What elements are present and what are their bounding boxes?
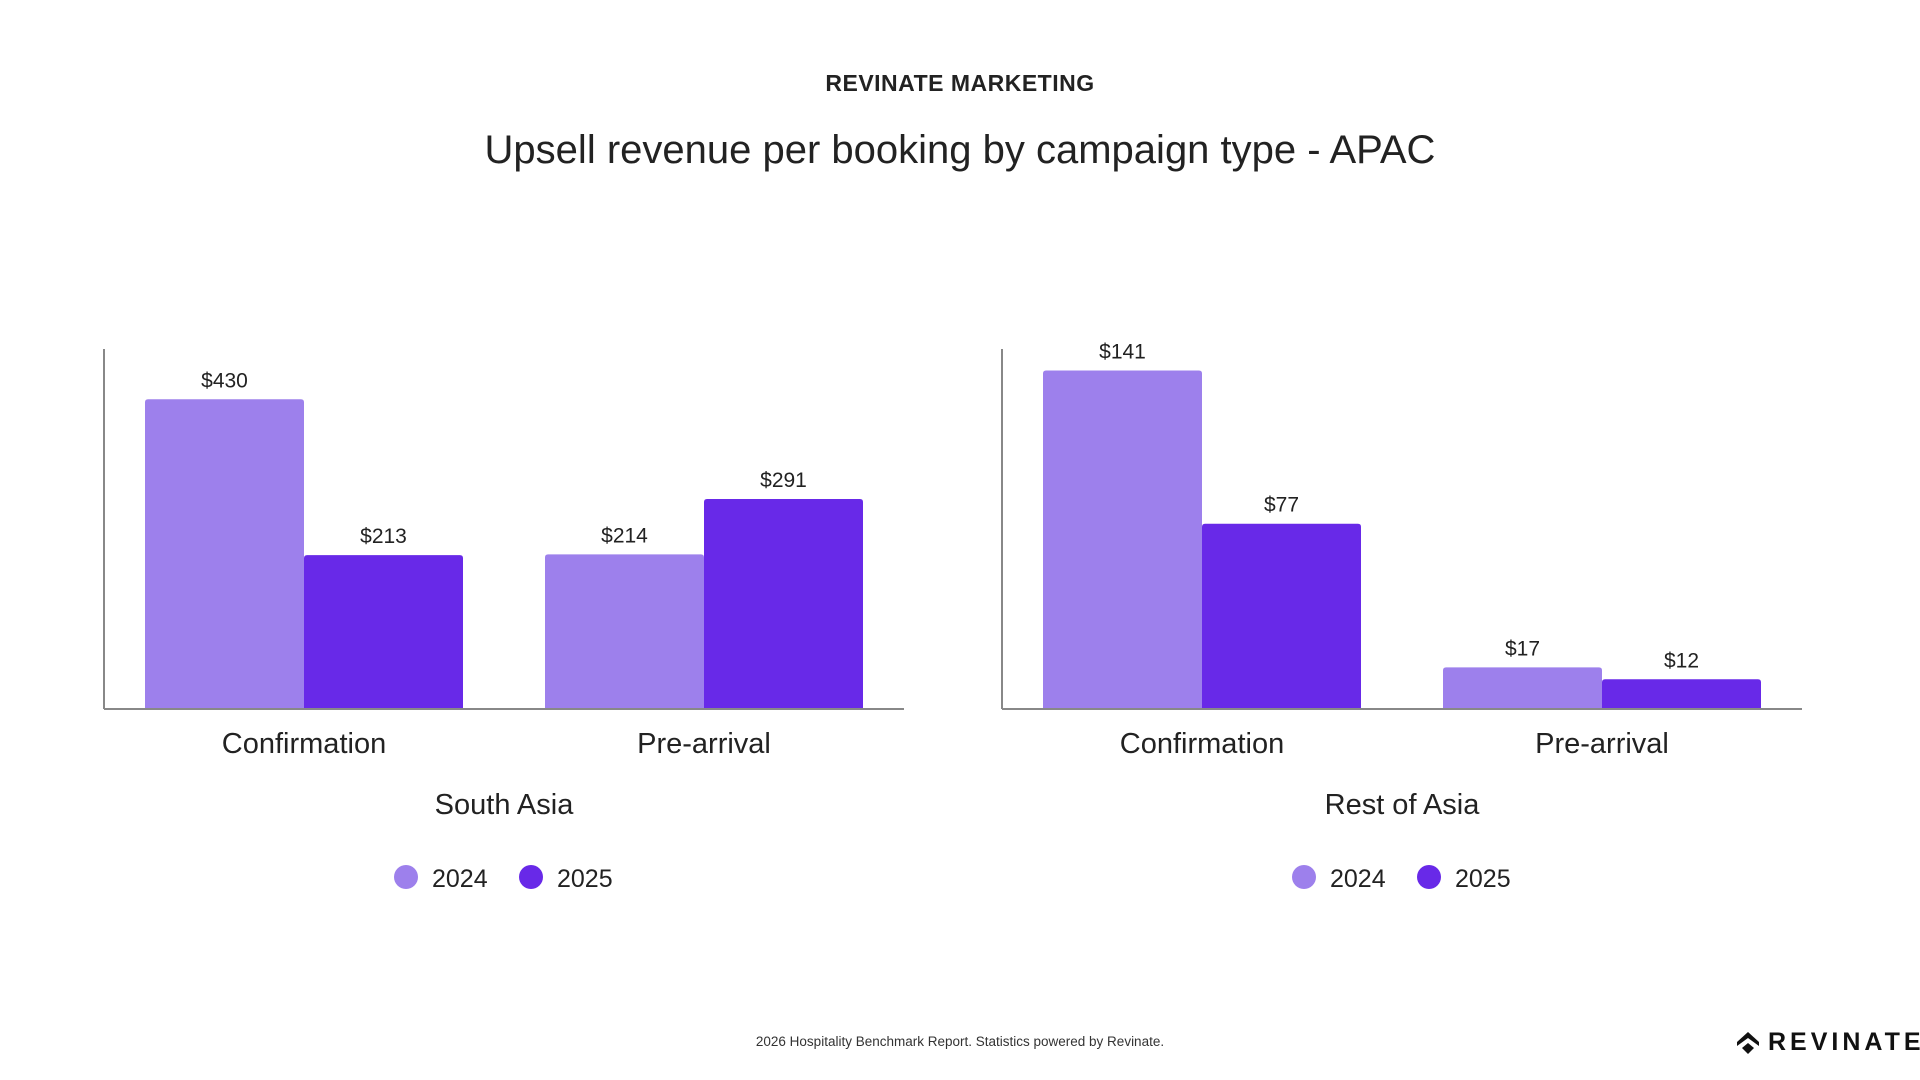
bar-pre-arrival-2024: [545, 554, 704, 708]
data-label: $213: [360, 525, 407, 548]
data-label: $430: [201, 369, 248, 392]
revinate-logo: REVINATE: [1736, 1028, 1920, 1057]
bar-confirmation-2025: [304, 555, 463, 708]
bar-confirmation-2024: [145, 399, 304, 708]
revinate-logo-text: REVINATE: [1768, 1028, 1920, 1056]
footer-text: 2026 Hospitality Benchmark Report. Stati…: [755, 1034, 1165, 1049]
bar-pre-arrival-2025: [1602, 679, 1761, 708]
bar-confirmation-2025: [1202, 523, 1361, 708]
chart-title: Upsell revenue per booking by campaign t…: [484, 128, 1436, 172]
legend-swatch-2025: [519, 865, 543, 889]
category-label: Pre-arrival: [1535, 728, 1669, 760]
legend-label-2024: 2024: [1330, 865, 1386, 893]
data-label: $291: [760, 469, 807, 492]
report-kicker: REVINATE MARKETING: [825, 70, 1095, 96]
legend-swatch-2024: [1292, 865, 1316, 889]
data-label: $214: [601, 524, 648, 547]
category-label: Confirmation: [222, 728, 386, 760]
category-label: Confirmation: [1120, 728, 1284, 760]
region-title: South Asia: [435, 789, 575, 821]
legend-swatch-2025: [1417, 865, 1441, 889]
bar-pre-arrival-2024: [1443, 667, 1602, 708]
data-label: $12: [1664, 649, 1699, 672]
charts-canvas: $430 $213 Confirmation $214 $291 Pre-arrival S…: [103, 341, 1802, 893]
data-label: $17: [1505, 637, 1540, 660]
data-label: $77: [1264, 494, 1299, 517]
legend-label-2025: 2025: [557, 865, 613, 893]
revinate-logo-icon: [1737, 1031, 1759, 1054]
region-title: Rest of Asia: [1325, 789, 1481, 821]
bar-pre-arrival-2025: [704, 499, 863, 708]
legend-swatch-2024: [394, 865, 418, 889]
data-label: $141: [1099, 341, 1146, 364]
legend-label-2025: 2025: [1455, 865, 1511, 893]
bar-confirmation-2024: [1043, 370, 1202, 708]
category-label: Pre-arrival: [637, 728, 771, 760]
legend-label-2024: 2024: [432, 865, 488, 893]
